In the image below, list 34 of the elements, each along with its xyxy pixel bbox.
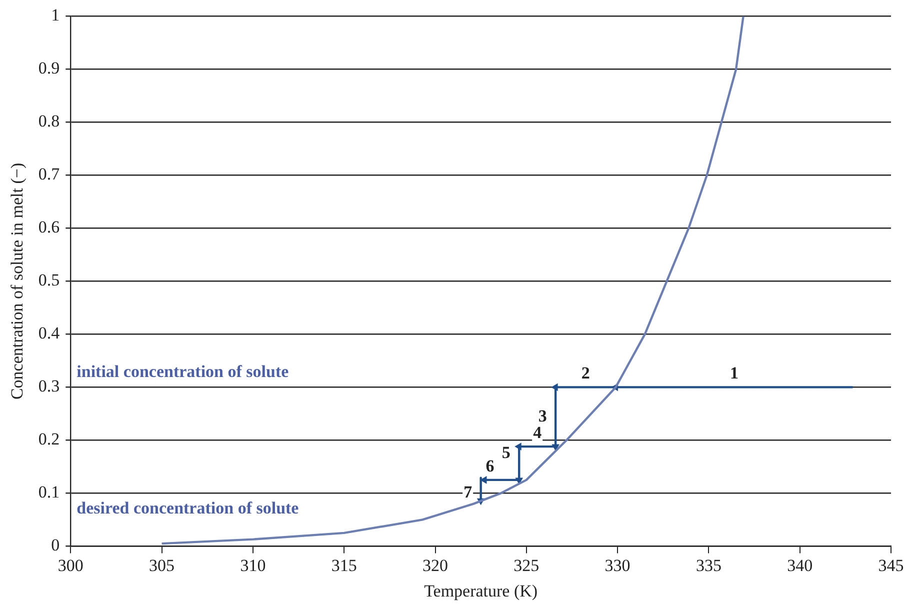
x-tick-label: 330: [604, 556, 630, 575]
y-tick-label: 0.6: [38, 218, 60, 237]
annotation: desired concentration of solute: [76, 498, 300, 518]
x-tick-label: 315: [331, 556, 357, 575]
x-tick-label: 335: [696, 556, 722, 575]
y-tick-label: 0: [51, 536, 60, 555]
x-tick-label: 300: [58, 556, 84, 575]
y-tick-label: 0.9: [38, 58, 60, 78]
y-tick-label: 0.8: [38, 112, 60, 131]
annotation: 6: [486, 456, 494, 476]
annotation: 7: [464, 482, 473, 502]
x-tick-label: 325: [514, 556, 540, 575]
annotation: 3: [538, 406, 547, 426]
y-tick-label: 1: [51, 6, 60, 25]
x-tick-label: 340: [787, 556, 813, 575]
annotation: 4: [533, 422, 542, 442]
x-axis-title: Temperature (K): [424, 581, 538, 600]
y-tick-label: 0.7: [38, 164, 60, 184]
y-tick-label: 0.5: [38, 270, 60, 290]
x-tick-label: 320: [422, 556, 448, 575]
point: [551, 383, 558, 392]
annotation: initial concentration of solute: [76, 362, 290, 381]
y-tick-label: 0.2: [38, 430, 60, 449]
y-tick-label: 0.3: [38, 376, 60, 396]
annotation: 5: [502, 442, 510, 462]
x-tick-label: 305: [149, 556, 175, 575]
x-tick-label: 310: [240, 556, 266, 575]
y-tick-label: 0.1: [38, 482, 60, 502]
y-tick-label: 0.4: [38, 324, 60, 343]
annotation: 1: [730, 364, 738, 383]
x-tick-label: 345: [878, 556, 904, 575]
y-axis-title: Concentration of solute in melt (−): [8, 162, 27, 400]
annotation: 2: [581, 364, 590, 383]
point: [514, 442, 522, 450]
